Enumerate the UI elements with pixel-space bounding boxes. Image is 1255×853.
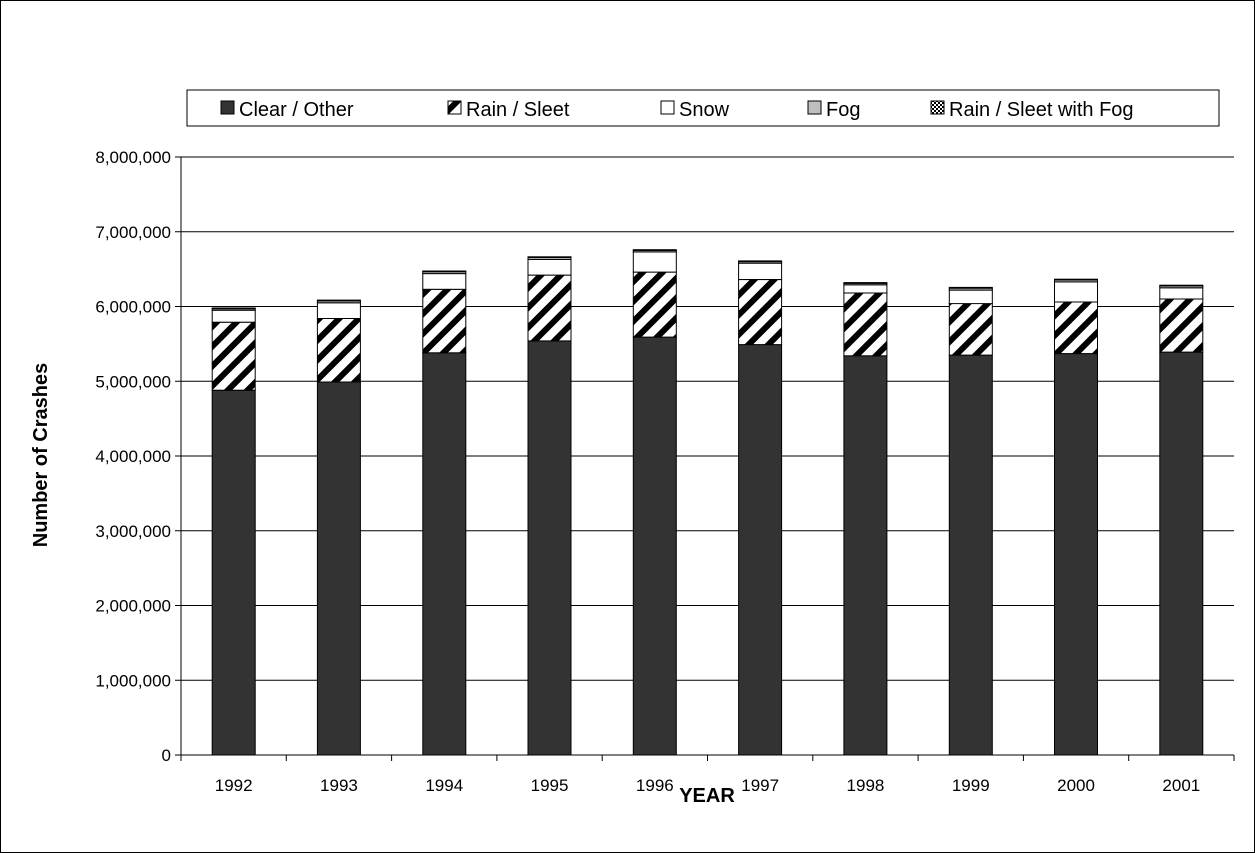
bar-segment bbox=[422, 273, 467, 290]
x-tick-label: 1999 bbox=[952, 776, 990, 795]
legend-swatch bbox=[220, 100, 235, 115]
legend-swatch bbox=[807, 100, 822, 115]
bar-segment bbox=[422, 288, 467, 354]
y-tick-label: 6,000,000 bbox=[95, 298, 171, 317]
bar-segment bbox=[1054, 301, 1098, 355]
bar-segment bbox=[738, 344, 783, 756]
bar-segment bbox=[843, 292, 888, 357]
bar-segment bbox=[527, 274, 572, 342]
legend-label: Snow bbox=[679, 99, 730, 121]
bar-segment bbox=[1054, 278, 1098, 281]
y-tick-labels: 0 1,000,000 2,000,000 3,000,000 4,000,000 5,0… bbox=[95, 148, 171, 765]
bar-segment bbox=[738, 260, 783, 263]
x-tick-label: 2001 bbox=[1162, 776, 1200, 795]
x-tick-label: 1993 bbox=[320, 776, 358, 795]
bar-segment bbox=[843, 355, 888, 756]
legend-swatch bbox=[660, 100, 675, 115]
bar-segment bbox=[948, 303, 993, 356]
y-tick-label: 1,000,000 bbox=[95, 671, 171, 690]
x-tick-label: 1992 bbox=[215, 776, 253, 795]
bar-segment bbox=[632, 271, 677, 338]
bar-segment bbox=[948, 286, 993, 289]
legend-label: Rain / Sleet with Fog bbox=[949, 99, 1134, 121]
bar-segment bbox=[527, 340, 572, 756]
bar-segment bbox=[948, 354, 993, 756]
y-tick-label: 7,000,000 bbox=[95, 223, 171, 242]
bar-segment bbox=[1054, 281, 1098, 303]
bar-segment bbox=[738, 279, 783, 346]
x-tick-label: 1995 bbox=[531, 776, 569, 795]
bar-segment bbox=[316, 318, 361, 383]
legend: Clear / Other Rain / Sleet Snow Fog Rain / S… bbox=[186, 89, 1220, 127]
axes bbox=[175, 156, 1235, 761]
x-tick-label: 1997 bbox=[741, 776, 779, 795]
legend-swatch bbox=[930, 100, 945, 115]
y-tick-label: 2,000,000 bbox=[95, 597, 171, 616]
bar-segment bbox=[422, 352, 467, 756]
bar-segment bbox=[632, 251, 677, 273]
bar-segment bbox=[422, 270, 467, 273]
x-tick-label: 2000 bbox=[1057, 776, 1095, 795]
bar-segment bbox=[211, 307, 256, 310]
x-tick-label: 1994 bbox=[425, 776, 463, 795]
bar-segment bbox=[1159, 287, 1204, 300]
x-axis-label: YEAR bbox=[679, 785, 735, 807]
legend-items: Clear / Other Rain / Sleet Snow Fog Rain / S… bbox=[220, 99, 1134, 121]
bar-segment bbox=[1159, 298, 1204, 353]
bar-segment bbox=[843, 284, 888, 294]
y-tick-label: 8,000,000 bbox=[95, 148, 171, 167]
y-axis-label: Number of Crashes bbox=[30, 363, 52, 548]
bar-segment bbox=[1054, 353, 1098, 756]
bar-segment bbox=[211, 321, 256, 391]
y-tick-label: 4,000,000 bbox=[95, 447, 171, 466]
bar-segment bbox=[632, 336, 677, 756]
bar-segment bbox=[316, 302, 361, 319]
x-tick-label: 1996 bbox=[636, 776, 674, 795]
bar-segment bbox=[948, 289, 993, 305]
x-tick-labels: 1992 1993 1994 1995 1996 1997 1998 1999 2000 2001 bbox=[215, 776, 1201, 795]
x-tick-label: 1998 bbox=[847, 776, 885, 795]
bar-segment bbox=[1159, 351, 1204, 756]
legend-label: Clear / Other bbox=[239, 99, 354, 121]
bar-segment bbox=[632, 249, 677, 251]
bar-segment bbox=[843, 282, 888, 284]
bar-segment bbox=[211, 389, 256, 756]
legend-label: Fog bbox=[826, 99, 860, 121]
y-tick-label: 5,000,000 bbox=[95, 372, 171, 391]
bar-segment bbox=[316, 299, 361, 302]
y-tick-label: 3,000,000 bbox=[95, 522, 171, 541]
bar-segment bbox=[211, 309, 256, 323]
legend-swatch bbox=[447, 100, 462, 115]
y-tick-label: 0 bbox=[162, 746, 171, 765]
bar-segment bbox=[527, 256, 572, 258]
bar-segment bbox=[738, 262, 783, 281]
legend-box bbox=[186, 89, 1220, 127]
legend-label: Rain / Sleet bbox=[466, 99, 570, 121]
bar-segment bbox=[316, 381, 361, 756]
bar-segment bbox=[527, 258, 572, 276]
bar-segment bbox=[1159, 284, 1204, 287]
